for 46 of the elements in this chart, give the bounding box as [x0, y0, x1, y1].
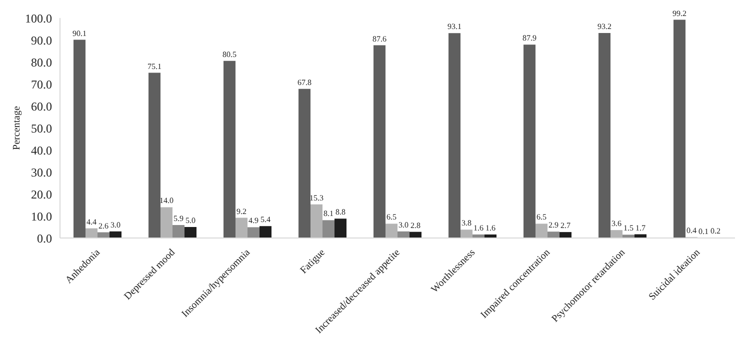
- data-label: 8.1: [324, 209, 334, 218]
- data-label: 1.5: [624, 224, 634, 233]
- data-label: 75.1: [148, 62, 162, 71]
- data-label: 87.9: [522, 34, 536, 43]
- y-tick-label: 90.0: [31, 33, 52, 48]
- data-label: 8.8: [336, 208, 346, 217]
- y-tick-label: 80.0: [31, 55, 52, 70]
- data-label: 99.2: [672, 8, 686, 18]
- data-label: 2.7: [560, 221, 570, 230]
- y-tick-label: 20.0: [31, 187, 52, 202]
- y-tick-label: 70.0: [31, 77, 52, 92]
- data-label: 2.8: [410, 220, 420, 230]
- data-label: 0.4: [686, 226, 696, 236]
- y-tick-label: 50.0: [31, 121, 52, 136]
- data-label: 6.5: [536, 212, 546, 222]
- data-label: 1.7: [636, 223, 646, 232]
- data-label: 4.4: [86, 217, 96, 226]
- data-label: 93.2: [598, 22, 612, 31]
- y-tick-label: 100.0: [25, 11, 52, 26]
- data-label: 5.9: [174, 214, 184, 224]
- data-label: 9.2: [236, 206, 246, 216]
- data-label: 0.2: [710, 226, 720, 236]
- data-label: 90.1: [72, 28, 86, 38]
- data-label: 80.5: [222, 50, 236, 59]
- data-label: 3.0: [110, 220, 120, 230]
- data-label: 3.6: [612, 219, 622, 228]
- data-label: 1.6: [486, 223, 496, 232]
- data-label: 2.9: [548, 220, 558, 230]
- y-axis-title: Percentage: [12, 106, 23, 150]
- data-label: 4.9: [248, 216, 258, 226]
- data-label: 6.5: [386, 212, 396, 222]
- y-tick-label: 10.0: [31, 209, 52, 224]
- data-label: 87.6: [372, 34, 386, 44]
- data-label: 2.6: [98, 221, 108, 230]
- y-tick-label: 40.0: [31, 143, 52, 158]
- data-label: 3.0: [398, 220, 408, 230]
- data-label: 3.8: [462, 218, 472, 228]
- y-tick-label: 30.0: [31, 165, 52, 180]
- data-label: 67.8: [298, 78, 312, 87]
- data-label: 5.4: [260, 215, 270, 224]
- data-label: 93.1: [448, 22, 462, 32]
- data-label: 5.0: [186, 216, 196, 225]
- y-tick-label: 60.0: [31, 99, 52, 114]
- data-label: 0.1: [698, 226, 708, 236]
- y-tick-label: 0.0: [37, 231, 52, 246]
- data-label: 1.6: [474, 223, 484, 232]
